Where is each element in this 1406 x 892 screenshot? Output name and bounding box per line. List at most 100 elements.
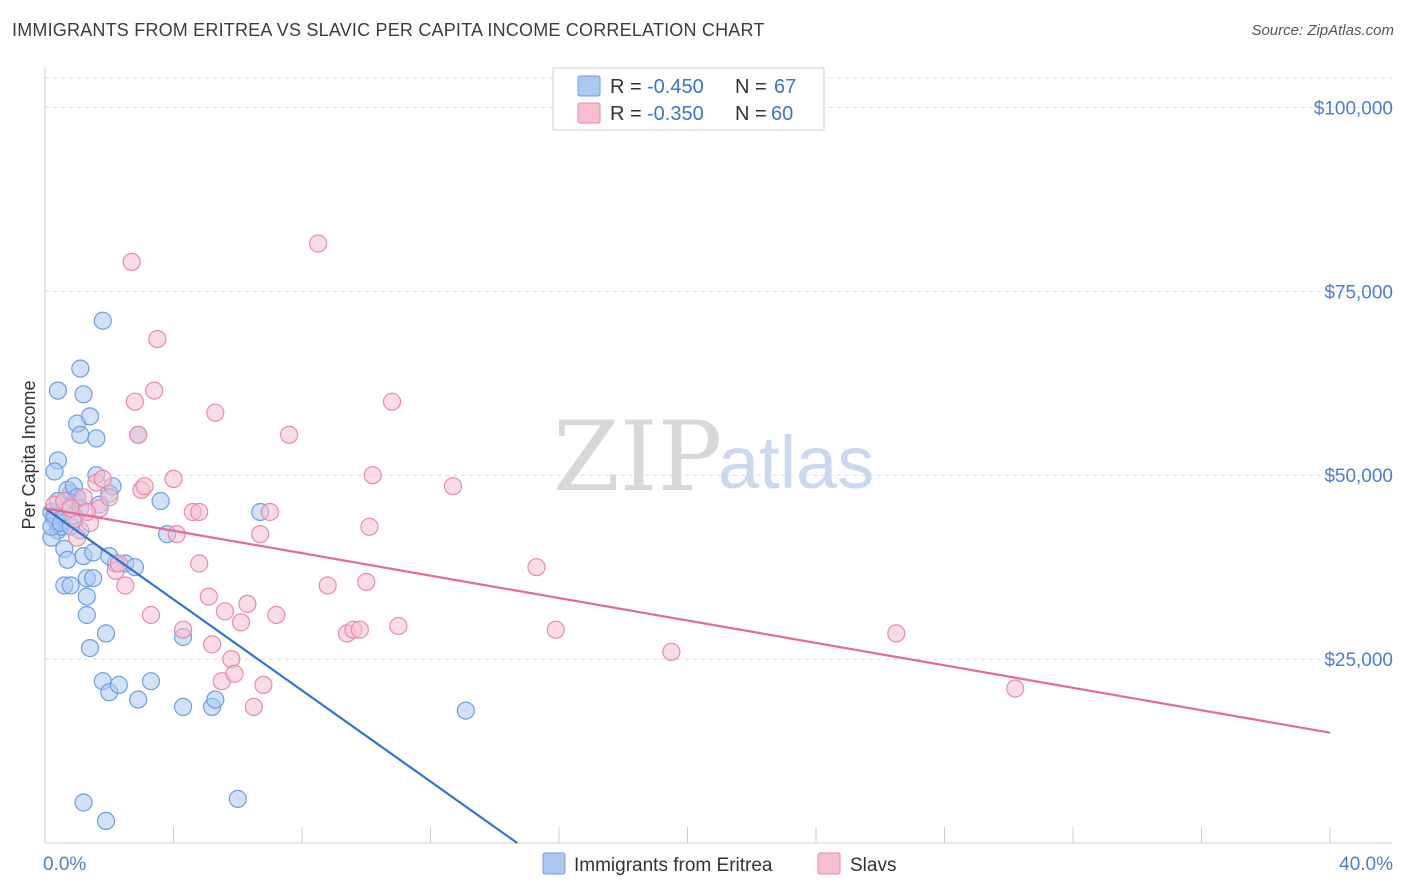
eritrea-point: [71, 425, 90, 444]
slavs-point: [164, 469, 183, 488]
y-tick-labels: $25,000 $50,000 $75,000 $100,000: [1314, 98, 1393, 671]
eritrea-point: [74, 793, 93, 812]
slavs-point: [389, 616, 408, 636]
source-label: Source: ZipAtlas.com: [1251, 22, 1394, 39]
bottom-legend-swatch-eritrea: [542, 852, 566, 875]
slavs-point: [77, 502, 96, 522]
eritrea-point: [109, 675, 129, 695]
slavs-point: [382, 392, 402, 411]
legend-swatch-eritrea: [577, 75, 601, 97]
slavs-point: [206, 403, 225, 422]
eritrea-point: [80, 407, 100, 426]
slavs-point: [225, 664, 244, 683]
legend-r-value: -0.450: [647, 76, 704, 98]
eritrea-point: [96, 811, 116, 831]
slavs-point: [199, 587, 218, 606]
slavs-point: [1006, 679, 1025, 698]
bottom-legend-label-eritrea: Immigrants from Eritrea: [574, 855, 773, 876]
eritrea-point: [151, 491, 170, 511]
slavs-point: [109, 554, 129, 573]
gridlines: [45, 77, 1392, 660]
slavs-point: [135, 477, 154, 496]
slavs-point: [125, 392, 144, 411]
slavs-trend-line: [44, 507, 1331, 734]
x-tick-labels: 0.0% 40.0%: [43, 854, 1393, 875]
slavs-point: [148, 330, 167, 349]
slavs-point: [244, 697, 263, 717]
watermark-zip: ZIP: [553, 401, 722, 513]
x-tick-label: 40.0%: [1339, 854, 1393, 875]
legend-r-label: R =: [610, 76, 642, 98]
slavs-point: [141, 605, 161, 625]
slavs-point: [350, 620, 369, 639]
legend-r-value: -0.350: [647, 103, 704, 125]
eritrea-point: [129, 690, 148, 709]
y-tick-label: $100,000: [1314, 98, 1393, 119]
eritrea-point: [228, 789, 247, 809]
bottom-legend-swatch-slavs: [817, 852, 841, 875]
trend-lines: [44, 507, 1331, 844]
watermark-atlas: atlas: [718, 421, 874, 504]
slavs-point: [280, 425, 299, 444]
slavs-point: [93, 469, 112, 488]
slavs-point: [174, 620, 193, 639]
y-tick-label: $75,000: [1324, 282, 1393, 303]
data-points: [42, 234, 1025, 831]
legend-n-value: 60: [771, 103, 793, 125]
slavs-point: [251, 524, 270, 544]
slavs-point: [254, 675, 273, 695]
eritrea-point: [45, 462, 64, 481]
legend-swatch-slavs: [577, 102, 601, 124]
slavs-point: [357, 572, 376, 592]
eritrea-point: [77, 605, 96, 625]
slavs-point: [129, 425, 148, 444]
slavs-point: [203, 635, 222, 654]
watermark: ZIP atlas: [553, 401, 874, 513]
slavs-point: [145, 381, 164, 400]
slavs-point: [443, 477, 463, 496]
bottom-legend-label-slavs: Slavs: [850, 855, 896, 876]
slavs-point: [662, 642, 681, 661]
chart-title: IMMIGRANTS FROM ERITREA VS SLAVIC PER CA…: [12, 20, 765, 40]
bottom-legend: Immigrants from Eritrea Slavs: [542, 852, 896, 876]
slavs-point: [260, 502, 279, 522]
eritrea-point: [206, 690, 225, 709]
y-tick-label: $25,000: [1324, 650, 1393, 671]
eritrea-point: [141, 672, 161, 691]
slavs-point: [360, 517, 379, 536]
slavs-point: [318, 576, 337, 595]
slavs-point: [222, 649, 241, 669]
eritrea-point: [87, 429, 106, 448]
slavs-point: [238, 594, 257, 614]
slavs-point: [122, 252, 141, 271]
y-tick-label: $50,000: [1324, 466, 1393, 487]
slavs-point: [309, 234, 328, 253]
eritrea-point: [96, 624, 116, 643]
legend-n-label: N =: [735, 76, 767, 98]
eritrea-point: [74, 385, 93, 404]
slavs-point: [887, 624, 906, 643]
eritrea-point: [61, 576, 80, 595]
slavs-point: [363, 466, 382, 485]
eritrea-point: [48, 381, 68, 400]
eritrea-point: [77, 587, 96, 606]
slavs-point: [231, 613, 251, 632]
slavs-point: [527, 558, 546, 577]
eritrea-point: [84, 569, 103, 588]
slavs-point: [100, 488, 119, 507]
eritrea-point: [174, 697, 193, 717]
eritrea-trend-line: [44, 507, 518, 844]
eritrea-point: [71, 359, 90, 378]
slavs-point: [116, 576, 135, 595]
legend-n-label: N =: [735, 103, 767, 125]
legend-r-label: R =: [610, 103, 642, 125]
x-tick-label: 0.0%: [43, 854, 86, 875]
axes: [44, 68, 1392, 844]
legend-box: R = -0.450 N = 67 R = -0.350 N = 60: [552, 67, 825, 131]
slavs-point: [190, 502, 209, 522]
slavs-point: [267, 605, 286, 625]
slavs-point: [546, 620, 565, 639]
slavs-point: [167, 524, 186, 544]
eritrea-point: [58, 550, 77, 569]
